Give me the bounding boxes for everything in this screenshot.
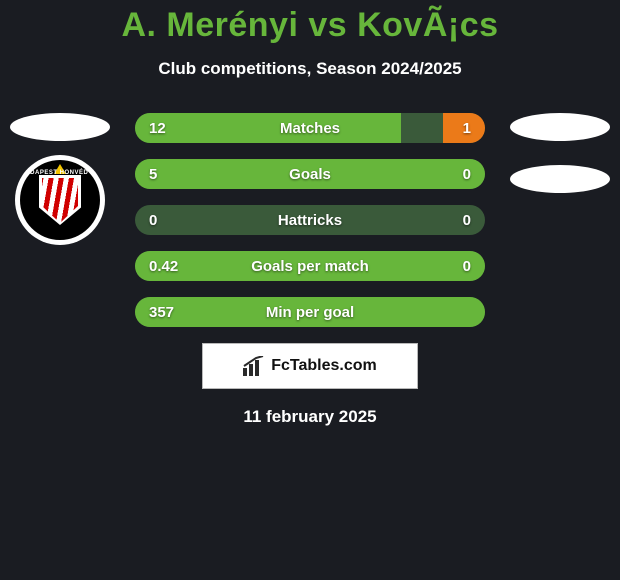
stat-value-right: 1	[463, 120, 471, 137]
bar-text-layer: 5Goals0	[135, 159, 485, 189]
brand-watermark: FcTables.com	[202, 343, 418, 389]
brand-chart-icon	[243, 356, 265, 376]
stat-label: Goals per match	[135, 258, 485, 275]
stat-value-right: 0	[463, 258, 471, 275]
date-text: 11 february 2025	[0, 407, 620, 427]
subtitle: Club competitions, Season 2024/2025	[0, 59, 620, 79]
bar-text-layer: 357Min per goal	[135, 297, 485, 327]
bar-text-layer: 12Matches1	[135, 113, 485, 143]
club-shield-icon	[39, 175, 81, 225]
stat-row: 357Min per goal	[135, 297, 485, 327]
bar-text-layer: 0.42Goals per match0	[135, 251, 485, 281]
bar-text-layer: 0Hattricks0	[135, 205, 485, 235]
stat-value-left: 5	[149, 166, 157, 183]
stat-value-right: 0	[463, 212, 471, 229]
stat-row: 12Matches1	[135, 113, 485, 143]
stat-bars: 12Matches15Goals00Hattricks00.42Goals pe…	[135, 113, 485, 327]
stat-label: Matches	[135, 120, 485, 137]
stat-value-left: 12	[149, 120, 166, 137]
stat-label: Hattricks	[135, 212, 485, 229]
left-player-column: BUDAPEST HONVÉD FC	[10, 113, 110, 245]
right-player-column	[510, 113, 610, 193]
stat-value-right: 0	[463, 166, 471, 183]
stat-value-left: 0	[149, 212, 157, 229]
stat-row: 5Goals0	[135, 159, 485, 189]
stat-row: 0Hattricks0	[135, 205, 485, 235]
stat-label: Min per goal	[135, 304, 485, 321]
stat-value-left: 357	[149, 304, 174, 321]
club-badge: BUDAPEST HONVÉD FC	[15, 155, 105, 245]
player-placeholder-icon	[510, 113, 610, 141]
player-placeholder-icon	[10, 113, 110, 141]
stat-label: Goals	[135, 166, 485, 183]
brand-text: FcTables.com	[271, 357, 377, 375]
page-title: A. Merényi vs KovÃ¡cs	[0, 0, 620, 45]
club-placeholder-icon	[510, 165, 610, 193]
comparison-layout: BUDAPEST HONVÉD FC 12Matches15Goals00Hat…	[0, 113, 620, 327]
stat-row: 0.42Goals per match0	[135, 251, 485, 281]
stat-value-left: 0.42	[149, 258, 178, 275]
